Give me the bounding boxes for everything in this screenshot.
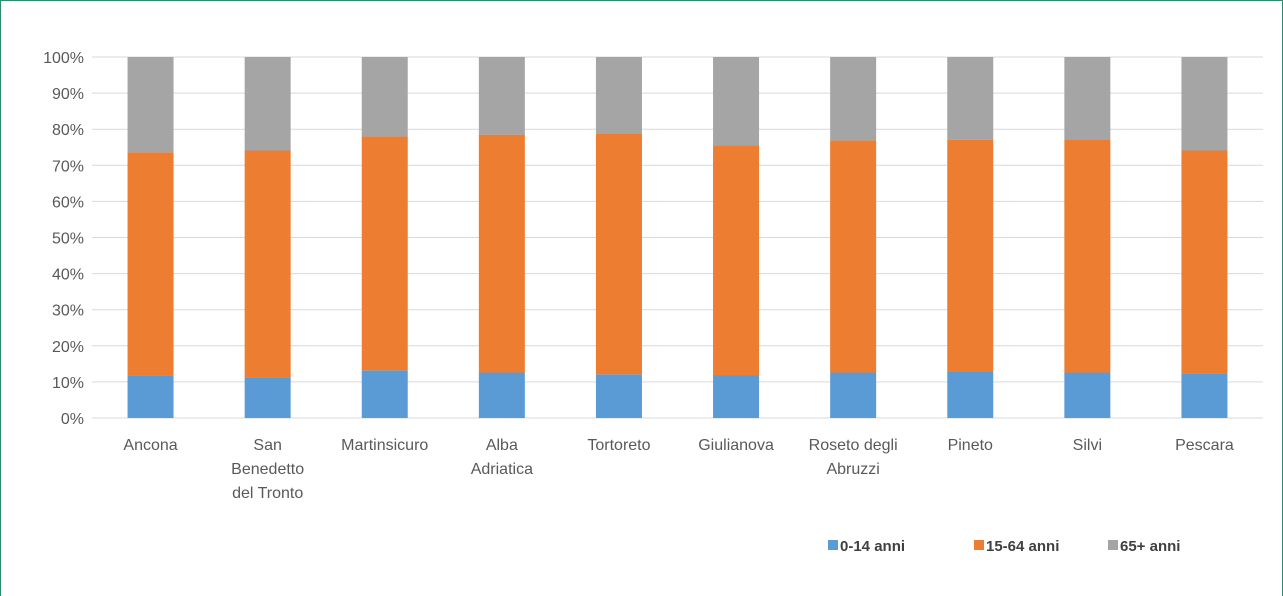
x-category-label: Silvi — [1073, 437, 1102, 454]
bar-segment-1 — [1181, 373, 1228, 418]
legend-label: 65+ anni — [1120, 538, 1180, 555]
x-category-label: Martinsicuro — [341, 437, 428, 454]
x-category-label: Roseto degli — [809, 437, 898, 454]
bar-segment-3 — [478, 57, 525, 135]
x-axis-labels: Ancona San Benedetto del Tronto Martinsicuro… — [123, 437, 1233, 502]
x-category-label: Pescara — [1175, 437, 1234, 454]
bar-segment-3 — [1064, 57, 1111, 140]
bar-segment-2 — [1064, 139, 1111, 373]
x-category-label: del Tronto — [232, 485, 303, 502]
y-tick-label: 50% — [52, 231, 84, 248]
x-category-label: Ancona — [123, 437, 177, 454]
bar-segment-3 — [1181, 57, 1228, 151]
bar-segment-1 — [830, 372, 877, 418]
bar-segment-1 — [595, 374, 642, 418]
x-category-label: Adriatica — [471, 461, 533, 478]
y-tick-label: 90% — [52, 86, 84, 103]
bar-segment-3 — [595, 57, 642, 134]
bars — [127, 57, 1228, 418]
bar-segment-3 — [830, 57, 877, 141]
y-tick-label: 60% — [52, 194, 84, 211]
bar-segment-2 — [947, 139, 994, 372]
bar-segment-1 — [713, 375, 760, 418]
y-tick-label: 40% — [52, 267, 84, 284]
bar-segment-3 — [947, 57, 994, 140]
y-tick-label: 70% — [52, 158, 84, 175]
bar-segment-2 — [830, 140, 877, 373]
x-category-label: Abruzzi — [826, 461, 879, 478]
bar-segment-3 — [713, 57, 760, 146]
bar-segment-1 — [361, 370, 408, 418]
legend-swatch — [974, 540, 984, 550]
legend-swatch — [1108, 540, 1118, 550]
y-tick-label: 20% — [52, 339, 84, 356]
bar-segment-2 — [244, 150, 291, 378]
bar-segment-1 — [127, 375, 174, 418]
bar-segment-1 — [478, 372, 525, 418]
legend-label: 15-64 anni — [986, 538, 1059, 555]
x-category-label: San — [253, 437, 281, 454]
bar-segment-2 — [1181, 150, 1228, 374]
legend: 0-14 anni 15-64 anni 65+ anni — [828, 538, 1180, 555]
bar-segment-3 — [244, 57, 291, 151]
x-category-label: Tortoreto — [587, 437, 650, 454]
y-axis-ticks: 0% 10% 20% 30% 40% 50% 60% 70% 80% 90% 100% — [43, 50, 84, 428]
y-tick-label: 0% — [61, 411, 84, 428]
legend-label: 0-14 anni — [840, 538, 905, 555]
y-tick-label: 80% — [52, 122, 84, 139]
y-tick-label: 30% — [52, 303, 84, 320]
bar-segment-3 — [127, 57, 174, 153]
x-category-label: Benedetto — [231, 461, 304, 478]
x-category-label: Pineto — [948, 437, 993, 454]
legend-swatch — [828, 540, 838, 550]
bar-segment-1 — [244, 377, 291, 418]
bar-segment-2 — [713, 145, 760, 376]
bar-segment-3 — [361, 57, 408, 137]
x-category-label: Giulianova — [698, 437, 774, 454]
bar-segment-2 — [127, 152, 174, 376]
y-tick-label: 100% — [43, 50, 84, 67]
bar-segment-1 — [1064, 372, 1111, 418]
x-category-label: Alba — [486, 437, 518, 454]
bar-segment-1 — [947, 371, 994, 418]
y-tick-label: 10% — [52, 375, 84, 392]
bar-segment-2 — [478, 134, 525, 373]
bar-segment-2 — [361, 136, 408, 371]
bar-segment-2 — [595, 133, 642, 375]
